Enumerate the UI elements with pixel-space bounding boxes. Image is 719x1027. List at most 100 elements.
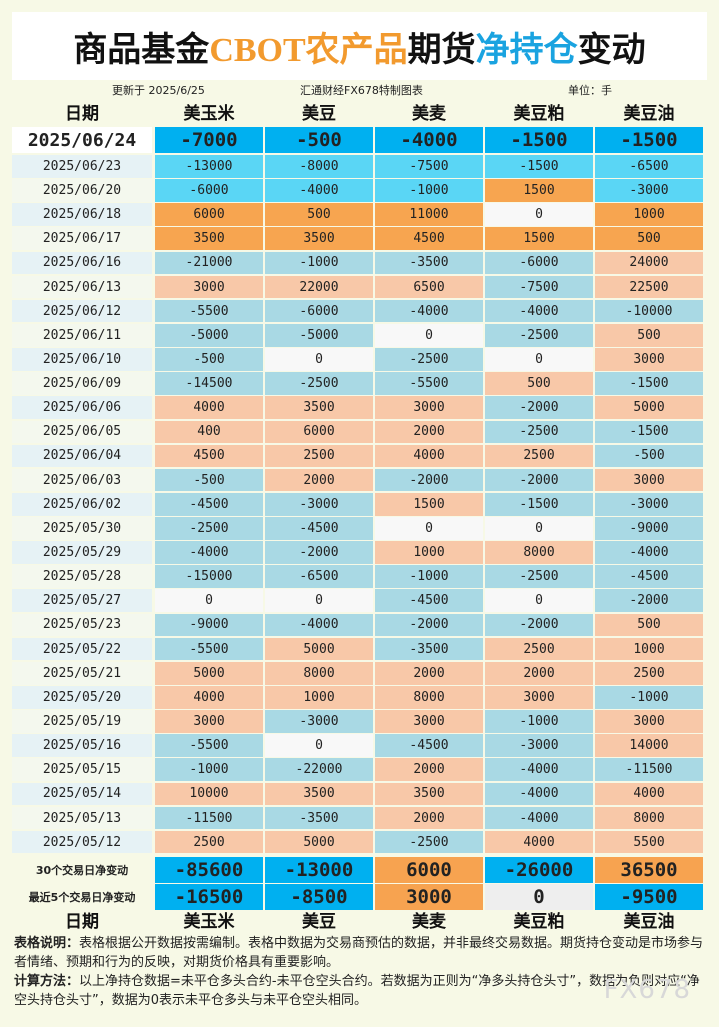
column-header: 美豆粕 bbox=[513, 911, 565, 931]
date-cell: 2025/06/02 bbox=[12, 492, 152, 516]
value-cell: 0 bbox=[485, 589, 593, 613]
value-cell: 0 bbox=[485, 884, 593, 910]
value-cell: 2000 bbox=[375, 758, 483, 782]
value-cell: 1000 bbox=[265, 686, 373, 709]
summary-label: 30个交易日净变动 bbox=[35, 864, 129, 877]
value-cell: -4000 bbox=[375, 127, 483, 153]
date-cell: 2025/06/09 bbox=[12, 372, 152, 395]
title: 商品基金 CBOT农产品 期货 净持仓 变动 bbox=[12, 12, 707, 80]
value-cell: 6000 bbox=[265, 420, 373, 444]
value-cell: 24000 bbox=[595, 251, 703, 275]
value-cell: 36500 bbox=[595, 857, 703, 883]
value-cell: 8000 bbox=[595, 806, 703, 830]
value-cell: -2500 bbox=[155, 517, 263, 540]
value-cell: 6500 bbox=[375, 275, 483, 299]
value-cell: -11500 bbox=[155, 806, 263, 830]
value-cell: -8500 bbox=[265, 884, 373, 910]
value-cell: 3000 bbox=[595, 348, 703, 371]
value-cell: -1000 bbox=[485, 710, 593, 733]
value-cell: -9500 bbox=[595, 884, 703, 910]
value-cell: -26000 bbox=[485, 857, 593, 883]
value-cell: 4000 bbox=[155, 686, 263, 709]
value-cell: -15000 bbox=[155, 565, 263, 588]
value-cell: -6500 bbox=[595, 155, 703, 178]
value-cell: -500 bbox=[595, 444, 703, 468]
value-cell: 3000 bbox=[595, 710, 703, 733]
value-cell: -2000 bbox=[375, 468, 483, 492]
value-cell: -500 bbox=[155, 348, 263, 371]
value-cell: 3000 bbox=[375, 710, 483, 733]
value-cell: -2500 bbox=[265, 372, 373, 395]
value-cell: -1000 bbox=[265, 251, 373, 275]
value-cell: 8000 bbox=[265, 661, 373, 685]
title-part: 净持仓 bbox=[475, 31, 578, 69]
value-cell: -4000 bbox=[485, 758, 593, 782]
date-cell: 2025/05/12 bbox=[12, 830, 152, 854]
value-cell: -5500 bbox=[375, 372, 483, 395]
value-cell: 4500 bbox=[375, 227, 483, 251]
value-cell: 2500 bbox=[595, 661, 703, 685]
value-cell: -13000 bbox=[265, 857, 373, 883]
value-cell: 500 bbox=[595, 227, 703, 251]
value-cell: 3000 bbox=[595, 468, 703, 492]
value-cell: -7000 bbox=[155, 127, 263, 153]
value-cell: -11500 bbox=[595, 758, 703, 782]
value-cell: -2000 bbox=[485, 613, 593, 637]
value-cell: 2000 bbox=[485, 661, 593, 685]
column-header: 美玉米 bbox=[183, 103, 235, 123]
value-cell: -500 bbox=[155, 468, 263, 492]
note-text: 以上净持仓数据=未平仓多头合约-未平仓空头合约。若数据为正则为“净多头持仓头寸”… bbox=[14, 974, 700, 1008]
note: 表格说明：表格根据公开数据按需编制。表格中数据为交易商预估的数据，并非最终交易数… bbox=[14, 934, 704, 972]
value-cell: 11000 bbox=[375, 203, 483, 226]
value-cell: -4500 bbox=[155, 492, 263, 516]
value-cell: -2000 bbox=[265, 541, 373, 564]
date-cell: 2025/06/13 bbox=[12, 275, 152, 299]
title-part: 期货 bbox=[407, 31, 476, 69]
value-cell: -4000 bbox=[595, 541, 703, 564]
value-cell: 500 bbox=[595, 323, 703, 347]
value-cell: 1000 bbox=[375, 541, 483, 564]
value-cell: -1500 bbox=[485, 155, 593, 178]
value-cell: -4000 bbox=[375, 299, 483, 323]
value-cell: -1500 bbox=[595, 420, 703, 444]
note-text: 表格根据公开数据按需编制。表格中数据为交易商预估的数据，并非最终交易数据。期货持… bbox=[14, 936, 704, 970]
value-cell: -1000 bbox=[595, 686, 703, 709]
value-cell: 0 bbox=[485, 348, 593, 371]
value-cell: -3000 bbox=[265, 492, 373, 516]
value-cell: -10000 bbox=[595, 299, 703, 323]
value-cell: 4500 bbox=[155, 444, 263, 468]
value-cell: -4500 bbox=[265, 517, 373, 540]
date-cell: 2025/06/18 bbox=[12, 203, 152, 226]
date-cell: 2025/05/27 bbox=[12, 589, 152, 613]
value-cell: -22000 bbox=[265, 758, 373, 782]
value-cell: 3500 bbox=[265, 396, 373, 419]
value-cell: -2500 bbox=[485, 565, 593, 588]
value-cell: 0 bbox=[485, 517, 593, 540]
value-cell: -1000 bbox=[155, 758, 263, 782]
value-cell: -4500 bbox=[375, 589, 483, 613]
value-cell: -5500 bbox=[155, 299, 263, 323]
note: 计算方法：以上净持仓数据=未平仓多头合约-未平仓空头合约。若数据为正则为“净多头… bbox=[14, 972, 704, 1010]
value-cell: -7500 bbox=[375, 155, 483, 178]
watermark: FX678 bbox=[603, 975, 691, 1005]
value-cell: -7500 bbox=[485, 275, 593, 299]
value-cell: -1000 bbox=[375, 565, 483, 588]
title-part: 变动 bbox=[577, 31, 646, 69]
value-cell: 3500 bbox=[265, 782, 373, 806]
value-cell: -4500 bbox=[375, 734, 483, 757]
column-header: 美麦 bbox=[412, 911, 446, 931]
value-cell: 4000 bbox=[155, 396, 263, 419]
value-cell: 3000 bbox=[375, 884, 483, 910]
date-cell: 2025/05/14 bbox=[12, 782, 152, 806]
value-cell: 3500 bbox=[265, 227, 373, 251]
value-cell: 500 bbox=[485, 372, 593, 395]
value-cell: 0 bbox=[375, 517, 483, 540]
value-cell: -3000 bbox=[265, 710, 373, 733]
value-cell: 6000 bbox=[375, 857, 483, 883]
value-cell: 4000 bbox=[595, 782, 703, 806]
value-cell: 2500 bbox=[155, 830, 263, 854]
value-cell: 5000 bbox=[155, 661, 263, 685]
value-cell: -500 bbox=[265, 127, 373, 153]
column-header: 美豆油 bbox=[623, 911, 675, 931]
date-cell: 2025/05/20 bbox=[12, 686, 152, 709]
